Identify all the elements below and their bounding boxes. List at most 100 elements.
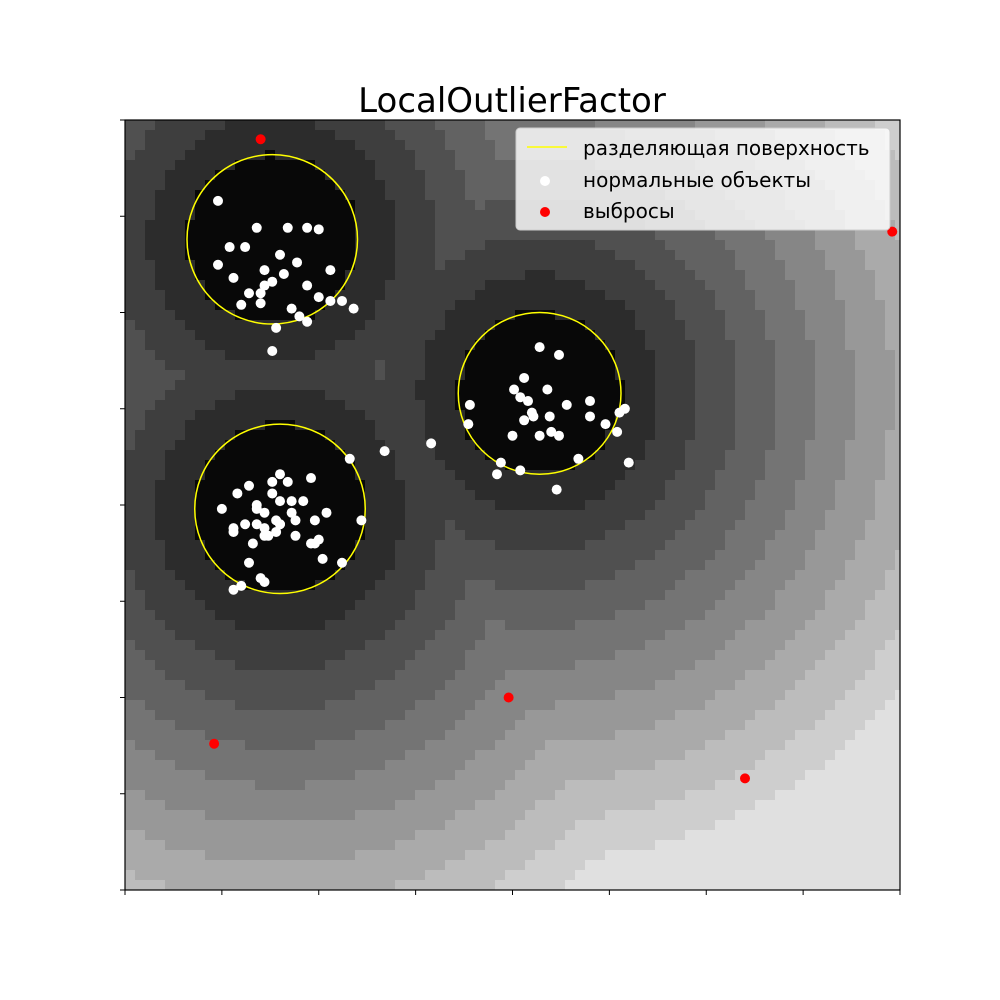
background-cell bbox=[265, 180, 276, 191]
background-cell bbox=[165, 510, 176, 521]
background-cell bbox=[195, 580, 206, 591]
background-cell bbox=[535, 270, 546, 281]
background-cell bbox=[135, 170, 146, 181]
background-cell bbox=[565, 730, 576, 741]
background-cell bbox=[865, 410, 876, 421]
background-cell bbox=[815, 600, 826, 611]
background-cell bbox=[655, 370, 666, 381]
background-cell bbox=[795, 490, 806, 501]
background-cell bbox=[185, 720, 196, 731]
background-cell bbox=[645, 270, 656, 281]
background-cell bbox=[155, 760, 166, 771]
background-cell bbox=[415, 510, 426, 521]
background-cell bbox=[735, 370, 746, 381]
background-cell bbox=[655, 120, 666, 131]
background-cell bbox=[495, 640, 506, 651]
background-cell bbox=[225, 560, 236, 571]
background-cell bbox=[835, 230, 846, 241]
background-cell bbox=[435, 640, 446, 651]
background-cell bbox=[125, 380, 136, 391]
background-cell bbox=[215, 670, 226, 681]
background-cell bbox=[855, 730, 866, 741]
background-cell bbox=[135, 230, 146, 241]
background-cell bbox=[725, 440, 736, 451]
background-cell bbox=[215, 550, 226, 561]
background-cell bbox=[515, 730, 526, 741]
background-cell bbox=[605, 120, 616, 131]
background-cell bbox=[615, 260, 626, 271]
background-cell bbox=[795, 550, 806, 561]
background-cell bbox=[485, 240, 496, 251]
background-cell bbox=[125, 690, 136, 701]
background-cell bbox=[255, 410, 266, 421]
background-cell bbox=[595, 470, 606, 481]
background-cell bbox=[675, 480, 686, 491]
background-cell bbox=[875, 550, 886, 561]
background-cell bbox=[495, 550, 506, 561]
background-cell bbox=[385, 700, 396, 711]
background-cell bbox=[775, 740, 786, 751]
background-cell bbox=[545, 270, 556, 281]
background-cell bbox=[225, 150, 236, 161]
background-cell bbox=[505, 200, 516, 211]
background-cell bbox=[385, 470, 396, 481]
background-cell bbox=[635, 400, 646, 411]
background-cell bbox=[815, 590, 826, 601]
background-cell bbox=[335, 220, 346, 231]
background-cell bbox=[465, 740, 476, 751]
background-cell bbox=[615, 690, 626, 701]
background-cell bbox=[175, 120, 186, 131]
background-cell bbox=[415, 270, 426, 281]
background-cell bbox=[125, 440, 136, 451]
background-cell bbox=[225, 710, 236, 721]
background-cell bbox=[415, 230, 426, 241]
background-cell bbox=[385, 160, 396, 171]
background-cell bbox=[555, 650, 566, 661]
background-cell bbox=[125, 260, 136, 271]
background-cell bbox=[375, 240, 386, 251]
background-cell bbox=[155, 190, 166, 201]
background-cell bbox=[785, 310, 796, 321]
background-cell bbox=[675, 410, 686, 421]
background-cell bbox=[335, 120, 346, 131]
background-cell bbox=[395, 720, 406, 731]
background-cell bbox=[395, 230, 406, 241]
background-cell bbox=[205, 230, 216, 241]
background-cell bbox=[205, 260, 216, 271]
background-cell bbox=[375, 220, 386, 231]
background-cell bbox=[825, 350, 836, 361]
background-cell bbox=[485, 390, 496, 401]
background-cell bbox=[625, 740, 636, 751]
background-cell bbox=[425, 200, 436, 211]
background-cell bbox=[455, 670, 466, 681]
background-cell bbox=[875, 360, 886, 371]
background-cell bbox=[315, 480, 326, 491]
background-cell bbox=[725, 660, 736, 671]
background-cell bbox=[205, 500, 216, 511]
background-cell bbox=[565, 660, 576, 671]
background-cell bbox=[215, 240, 226, 251]
background-cell bbox=[335, 190, 346, 201]
background-cell bbox=[175, 350, 186, 361]
background-cell bbox=[185, 660, 196, 671]
background-cell bbox=[245, 320, 256, 331]
background-cell bbox=[435, 340, 446, 351]
background-cell bbox=[265, 410, 276, 421]
background-cell bbox=[605, 580, 616, 591]
background-cell bbox=[845, 470, 856, 481]
background-cell bbox=[255, 250, 266, 261]
background-cell bbox=[475, 280, 486, 291]
background-cell bbox=[565, 350, 576, 361]
background-cell bbox=[235, 290, 246, 301]
background-cell bbox=[805, 460, 816, 471]
background-cell bbox=[335, 280, 346, 291]
background-cell bbox=[605, 360, 616, 371]
background-cell bbox=[355, 610, 366, 621]
background-cell bbox=[185, 290, 196, 301]
background-cell bbox=[145, 320, 156, 331]
background-cell bbox=[645, 670, 656, 681]
background-cell bbox=[175, 450, 186, 461]
background-cell bbox=[695, 370, 706, 381]
background-cell bbox=[735, 580, 746, 591]
background-cell bbox=[595, 430, 606, 441]
